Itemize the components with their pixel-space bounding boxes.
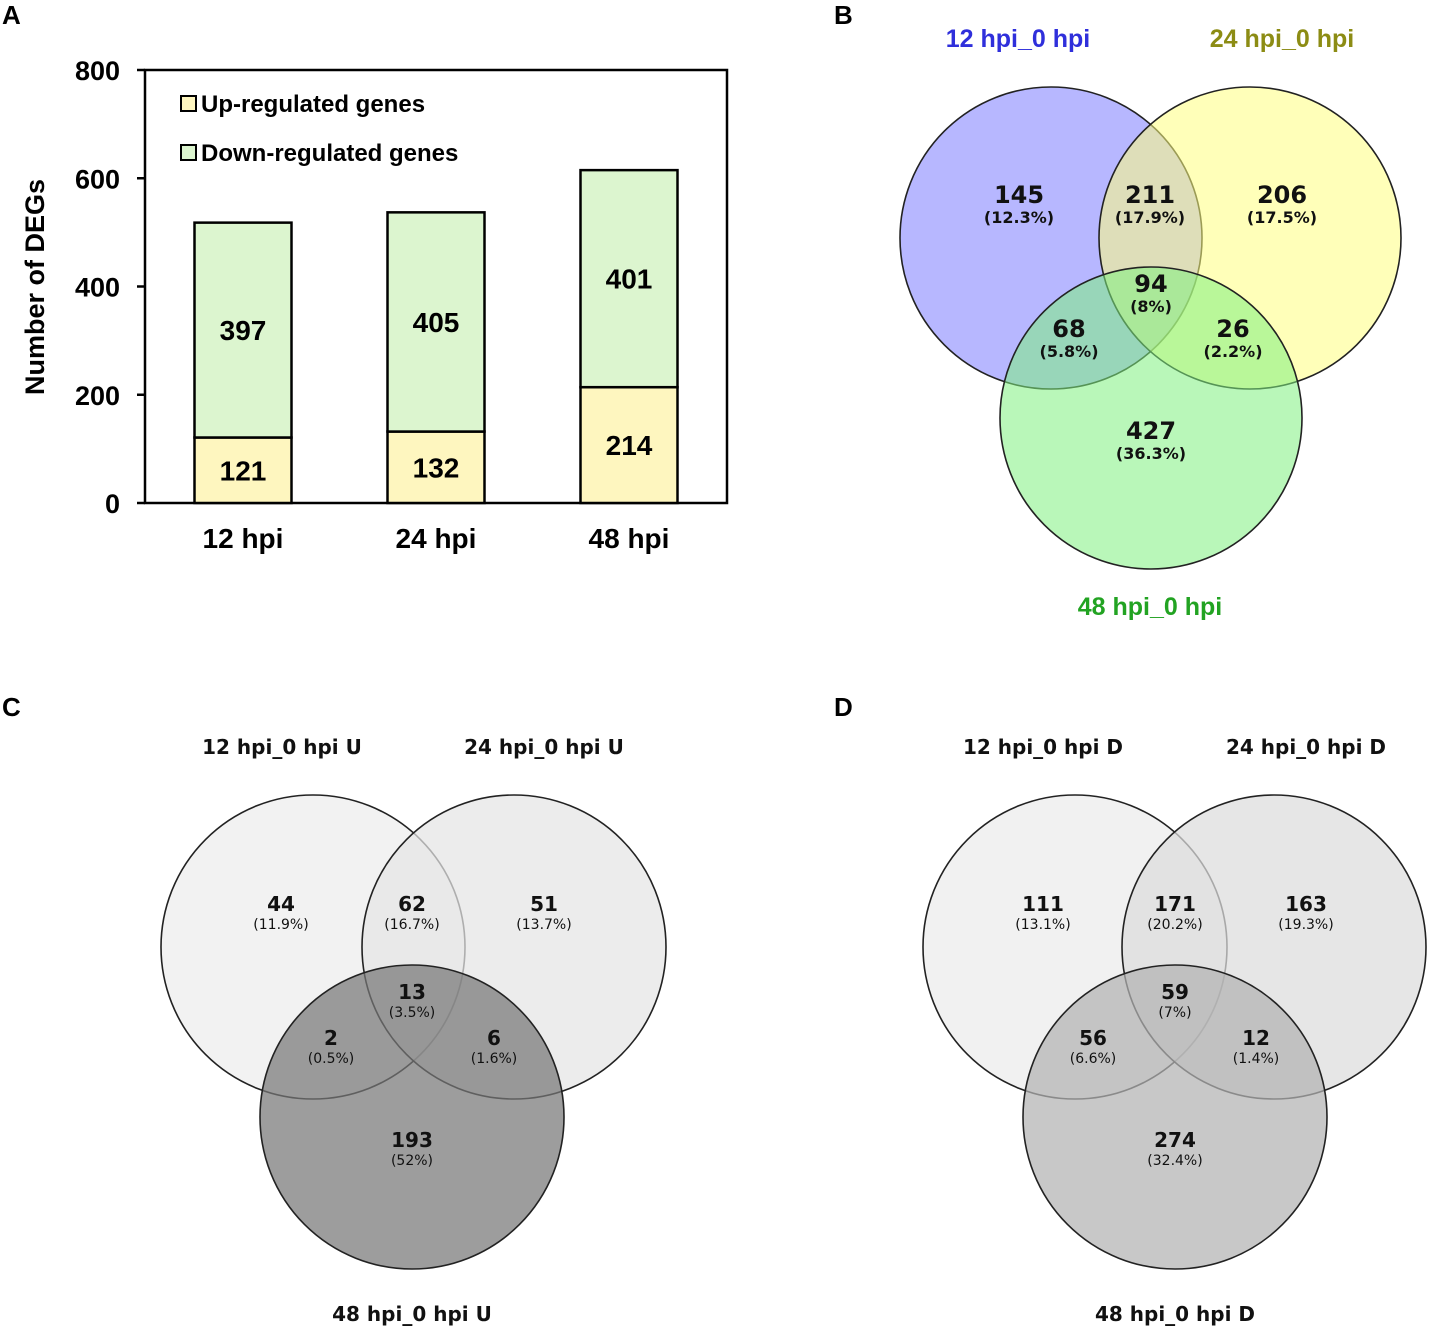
- venn-region-percent: (36.3%): [1116, 444, 1186, 463]
- venn-region-count: 94: [1134, 270, 1167, 298]
- venn-set-label: 12 hpi_0 hpi U: [202, 735, 362, 759]
- bar-value-label: 214: [606, 430, 653, 461]
- venn-region-percent: (0.5%): [308, 1051, 355, 1067]
- venn-set-circle: [259, 964, 565, 1270]
- venn-region-count: 171: [1154, 892, 1196, 916]
- venn-region-percent: (19.3%): [1278, 917, 1333, 933]
- venn-region-count: 44: [267, 892, 295, 916]
- legend-label-down: Down-regulated genes: [201, 140, 458, 167]
- venn-region-percent: (1.6%): [471, 1051, 518, 1067]
- bar-value-label: 401: [606, 264, 653, 295]
- panel-letter-c: C: [2, 692, 21, 722]
- venn-set-label: 24 hpi_0 hpi U: [464, 735, 624, 759]
- y-axis-title: Number of DEGs: [20, 179, 50, 395]
- venn-region-percent: (13.7%): [516, 917, 571, 933]
- y-tick-label: 600: [75, 164, 120, 194]
- y-axis-ticks: 0 200 400 600 800: [75, 56, 145, 519]
- venn-diagram-d: 12 hpi_0 hpi D 24 hpi_0 hpi D 48 hpi_0 hpi…: [922, 735, 1427, 1326]
- venn-region-count: 56: [1079, 1026, 1107, 1050]
- venn-region-count: 211: [1125, 181, 1175, 209]
- panel-letter-d: D: [834, 692, 853, 722]
- venn-region-count: 26: [1216, 315, 1249, 343]
- venn-region-count: 427: [1126, 417, 1176, 445]
- legend: Up-regulated genes Down-regulated genes: [180, 91, 458, 167]
- bar-value-label: 405: [413, 307, 460, 338]
- venn-region-count: 274: [1154, 1128, 1196, 1152]
- venn-region-percent: (8%): [1130, 297, 1172, 316]
- venn-region-count: 193: [391, 1128, 433, 1152]
- panel-letter-a: A: [2, 0, 21, 30]
- panel-letter-b: B: [834, 0, 853, 30]
- venn-diagram-c: 12 hpi_0 hpi U 24 hpi_0 hpi U 48 hpi_0 hpi…: [160, 735, 667, 1326]
- venn-region-count: 2: [324, 1026, 338, 1050]
- bars: 121 397 132 405 214 401: [193, 168, 679, 505]
- venn-region-percent: (6.6%): [1070, 1051, 1117, 1067]
- venn-set-label: 24 hpi_0 hpi: [1210, 25, 1354, 53]
- venn-set-circle: [999, 266, 1303, 570]
- venn-region-count: 145: [994, 181, 1044, 209]
- venn-region-percent: (32.4%): [1147, 1153, 1202, 1169]
- bar-up: [386, 430, 486, 505]
- venn-region-percent: (17.9%): [1115, 208, 1185, 227]
- y-tick-label: 0: [105, 489, 120, 519]
- venn-region-count: 59: [1161, 980, 1189, 1004]
- y-tick-label: 400: [75, 273, 120, 303]
- venn-region-count: 206: [1257, 181, 1307, 209]
- x-category-label: 12 hpi: [203, 523, 284, 554]
- x-category-label: 48 hpi: [589, 523, 670, 554]
- venn-region-percent: (20.2%): [1147, 917, 1202, 933]
- legend-label-up: Up-regulated genes: [201, 91, 425, 118]
- venn-region-percent: (12.3%): [984, 208, 1054, 227]
- venn-region-percent: (3.5%): [389, 1005, 436, 1021]
- venn-region-count: 111: [1022, 892, 1064, 916]
- venn-set-label: 48 hpi_0 hpi D: [1095, 1302, 1255, 1326]
- bar-down: [386, 211, 486, 433]
- venn-region-percent: (7%): [1158, 1005, 1191, 1021]
- venn-set-label: 12 hpi_0 hpi: [946, 25, 1090, 53]
- venn-set-circle: [1022, 964, 1328, 1270]
- venn-region-percent: (1.4%): [1233, 1051, 1280, 1067]
- venn-region-count: 6: [487, 1026, 501, 1050]
- venn-region-percent: (5.8%): [1040, 342, 1099, 361]
- venn-region-count: 12: [1242, 1026, 1270, 1050]
- venn-region-count: 163: [1285, 892, 1327, 916]
- bar-value-label: 121: [220, 455, 267, 486]
- venn-region-percent: (13.1%): [1015, 917, 1070, 933]
- venn-region-count: 68: [1052, 315, 1085, 343]
- venn-region-percent: (52%): [391, 1153, 433, 1169]
- bar-down: [193, 221, 293, 439]
- venn-set-label: 48 hpi_0 hpi: [1078, 593, 1222, 621]
- bar-up: [579, 385, 679, 505]
- venn-region-count: 62: [398, 892, 426, 916]
- bar-value-label: 397: [220, 315, 267, 346]
- venn-region-percent: (16.7%): [384, 917, 439, 933]
- legend-swatch-up: [180, 95, 197, 112]
- bar-value-label: 132: [413, 452, 460, 483]
- x-axis-labels: 12 hpi 24 hpi 48 hpi: [203, 523, 670, 554]
- venn-region-percent: (2.2%): [1204, 342, 1263, 361]
- y-tick-label: 200: [75, 381, 120, 411]
- venn-region-count: 51: [530, 892, 558, 916]
- legend-swatch-down: [180, 144, 197, 161]
- bar-chart-panel: 0 200 400 600 800 121 397 132 405 214 401 12 hpi 2…: [20, 56, 729, 554]
- venn-region-count: 13: [398, 980, 426, 1004]
- venn-set-label: 24 hpi_0 hpi D: [1226, 735, 1386, 759]
- venn-region-percent: (11.9%): [253, 917, 308, 933]
- x-category-label: 24 hpi: [396, 523, 477, 554]
- venn-set-label: 12 hpi_0 hpi D: [963, 735, 1123, 759]
- venn-set-label: 48 hpi_0 hpi U: [332, 1302, 492, 1326]
- y-tick-label: 800: [75, 56, 120, 86]
- bar-down: [579, 168, 679, 389]
- venn-region-percent: (17.5%): [1247, 208, 1317, 227]
